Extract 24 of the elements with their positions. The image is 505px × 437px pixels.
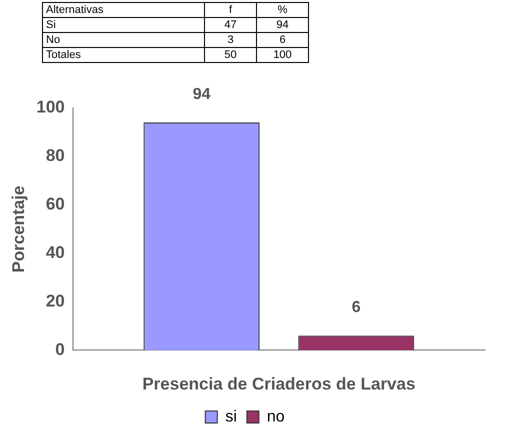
legend-label: no [266,408,285,426]
y-tick-label: 20 [46,291,65,310]
text: Si [42,18,204,32]
y-axis-title: Porcentaje [8,186,28,273]
text: No [42,32,204,48]
data-label: 94 [192,86,211,103]
text: 100 [256,48,308,62]
y-tick-label: 80 [46,146,65,166]
x-axis-title: Presencia de Criaderos de Larvas [142,374,416,394]
y-tick-label: 60 [46,194,65,214]
y-tick-label: 0 [55,340,65,359]
text: 6 [256,32,308,48]
y-tick-label: 100 [36,98,65,117]
text: Alternativas [42,2,204,18]
legend-label: si [225,408,237,426]
y-tick-label: 40 [46,243,65,262]
text: f [204,2,256,18]
text: 3 [204,32,256,48]
text: 50 [204,48,256,62]
text: 47 [204,18,256,32]
text: Totales [42,48,204,62]
text: % [256,2,308,18]
text: 94 [256,18,308,32]
data-label: 6 [352,299,361,316]
